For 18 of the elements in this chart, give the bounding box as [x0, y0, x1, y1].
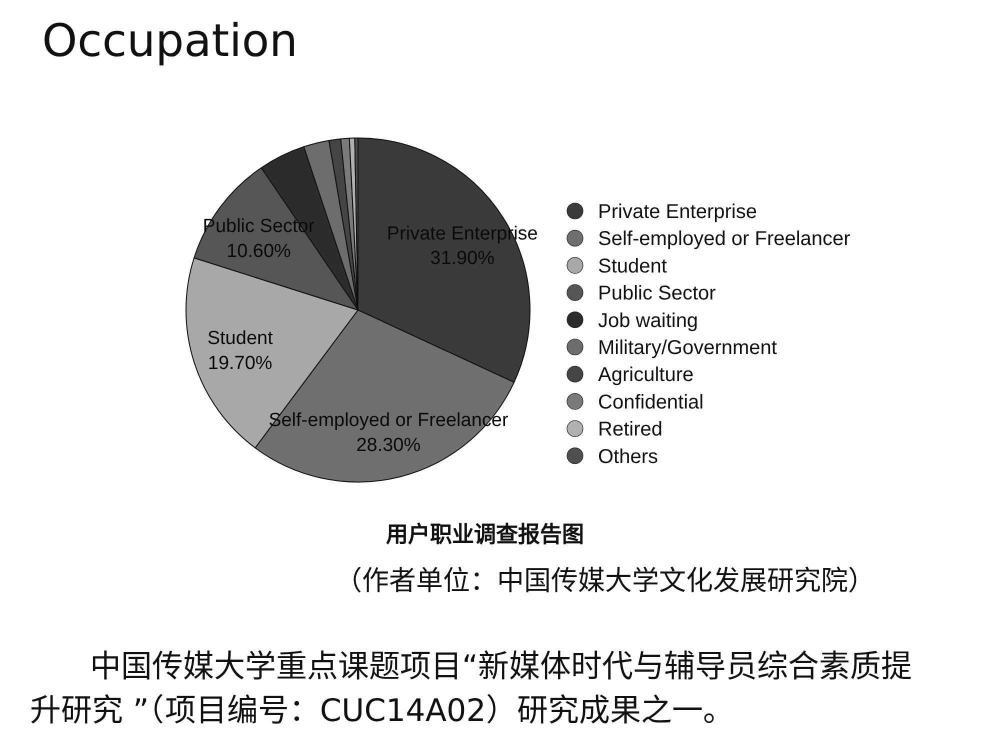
legend-label: Military/Government	[598, 337, 778, 359]
legend-label: Student	[598, 255, 668, 278]
legend-label: Agriculture	[598, 364, 694, 386]
legend-label: Confidential	[598, 391, 704, 414]
legend-label: Private Enterprise	[598, 201, 757, 223]
legend-label: Job waiting	[598, 310, 698, 332]
data-label: 28.30%	[356, 434, 421, 456]
text: 用户职业调查报告图	[385, 522, 585, 550]
data-label: 10.60%	[226, 240, 292, 262]
text: 中国传媒大学重点课题项目“新媒体时代与辅导员综合素质提升研究 ”（项目编号：CUC14A02）研究成果之一。	[30, 648, 914, 732]
chart-title: Occupation	[42, 14, 298, 67]
data-label: 19.70%	[208, 352, 272, 374]
text: （作者单位：中国传媒大学文化发展研究院）	[335, 565, 876, 599]
legend-label: Public Sector	[598, 282, 716, 305]
slice-label: Student	[207, 328, 274, 350]
legend-label: Others	[598, 446, 658, 468]
legend-label: Self-employed or Freelancer	[598, 228, 851, 250]
legend-label: Retired	[598, 418, 662, 441]
